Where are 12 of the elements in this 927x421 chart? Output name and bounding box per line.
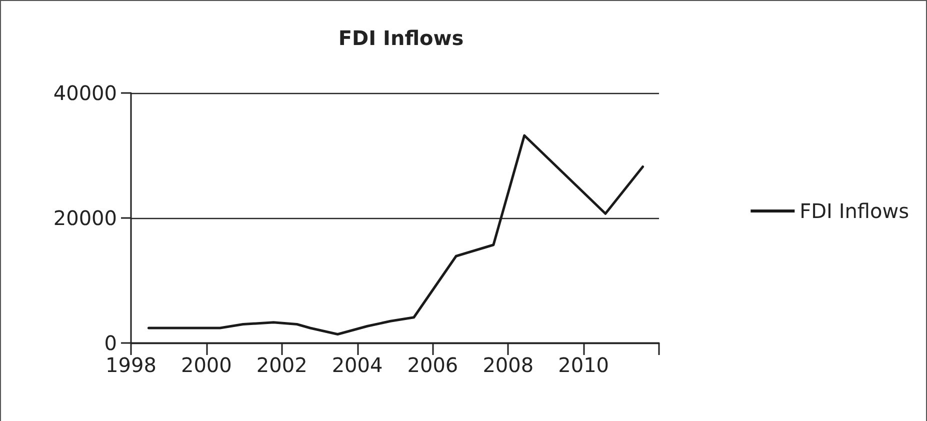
x-tick-label: 2010 [558, 353, 610, 377]
x-tick-label: 1998 [106, 353, 156, 377]
chart-title: FDI Inflows [338, 26, 464, 50]
y-tick-label: 20000 [53, 206, 117, 230]
x-tick-label: 2002 [256, 353, 308, 377]
x-tick-label: 2006 [407, 353, 458, 377]
x-tick-label: 2008 [482, 353, 534, 377]
legend-label: FDI Inflows [800, 199, 910, 223]
y-tick-label: 0 [104, 331, 117, 355]
y-tick-label: 40000 [53, 81, 117, 105]
x-tick-label: 2004 [332, 353, 383, 377]
x-tick-label: 2000 [180, 353, 232, 377]
